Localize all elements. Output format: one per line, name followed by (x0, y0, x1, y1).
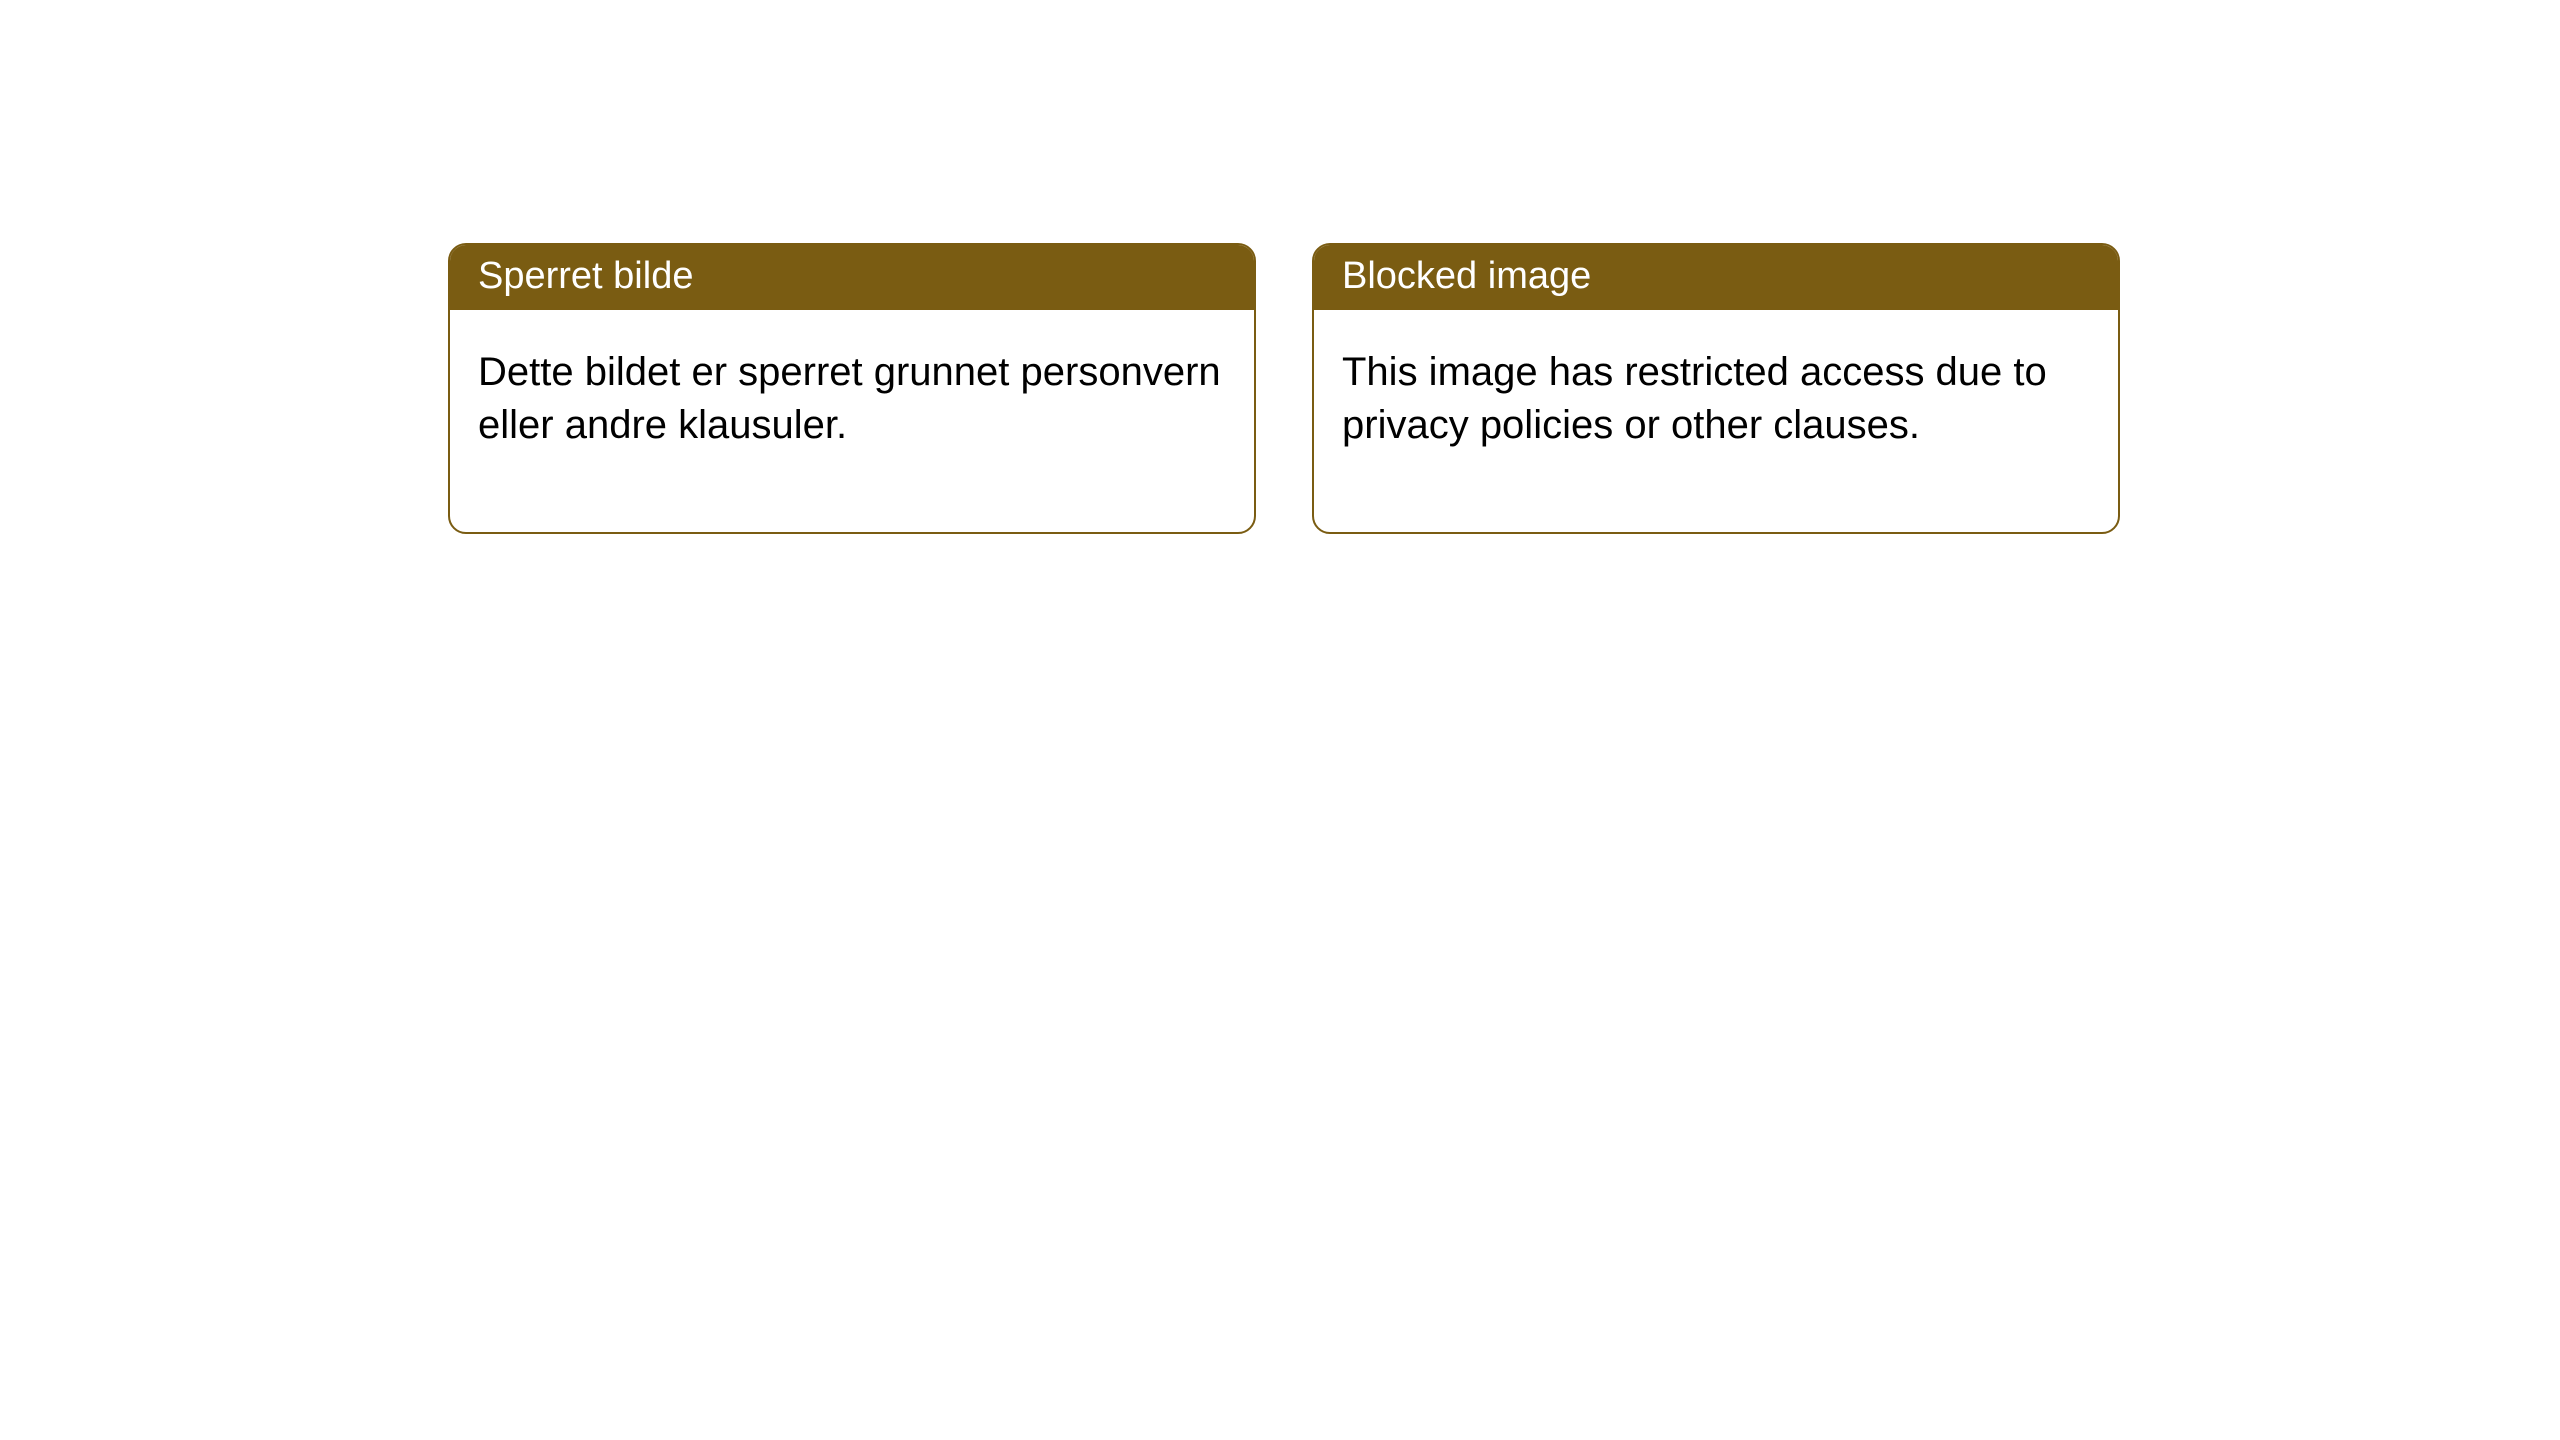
card-title-no: Sperret bilde (450, 245, 1254, 310)
card-body-no: Dette bildet er sperret grunnet personve… (450, 310, 1254, 532)
card-body-en: This image has restricted access due to … (1314, 310, 2118, 532)
card-title-en: Blocked image (1314, 245, 2118, 310)
notice-container: Sperret bilde Dette bildet er sperret gr… (0, 0, 2560, 534)
blocked-image-notice-no: Sperret bilde Dette bildet er sperret gr… (448, 243, 1256, 534)
blocked-image-notice-en: Blocked image This image has restricted … (1312, 243, 2120, 534)
